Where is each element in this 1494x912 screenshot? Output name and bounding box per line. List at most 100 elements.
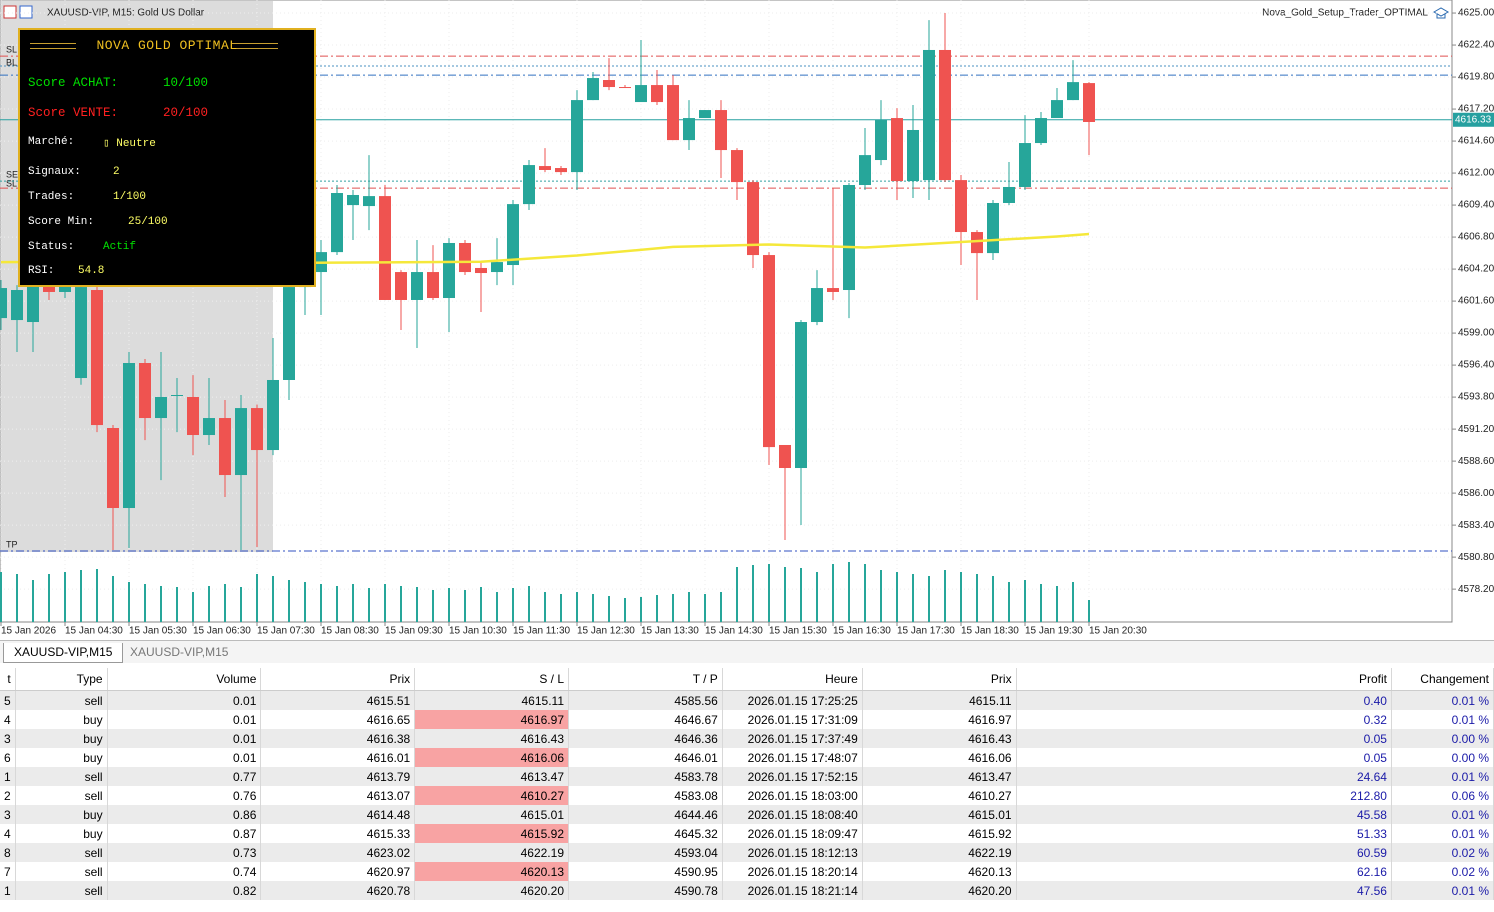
- table-row: 5 sell 0.01 4615.51 4615.11 4585.56 2026.01.15…: [0, 690, 1494, 710]
- table-cell: 212.80: [1016, 786, 1392, 805]
- y-tick-label: 4583.40: [1458, 520, 1494, 531]
- x-tick-label: 15 Jan 13:30: [641, 626, 699, 637]
- table-cell: 4613.47: [862, 767, 1017, 786]
- candle-body: [411, 272, 423, 300]
- x-tick-label: 15 Jan 2026: [1, 626, 56, 637]
- table-cell: 0.01 %: [1391, 690, 1494, 710]
- column-header: Prix: [862, 668, 1017, 691]
- table-cell: 4616.01: [260, 748, 416, 767]
- table-cell: 2026.01.15 18:09:47: [722, 824, 863, 843]
- candle-body: [331, 193, 343, 253]
- volume-bar: [592, 594, 594, 622]
- candle-body: [635, 85, 647, 103]
- panel-title: NOVA GOLD OPTIMAL: [96, 38, 238, 53]
- y-tick-label: 4596.40: [1458, 360, 1494, 371]
- candle-body: [507, 204, 519, 266]
- y-tick-label: 4617.20: [1458, 104, 1494, 115]
- column-header: Heure: [722, 668, 863, 691]
- panel-rule: [232, 43, 278, 49]
- table-cell: 4620.13: [862, 862, 1017, 881]
- table-cell: 4616.65: [260, 710, 416, 729]
- candle-body: [571, 100, 583, 173]
- candle-body: [475, 267, 487, 274]
- y-tick-label: 4601.60: [1458, 296, 1494, 307]
- panel-row: Status: Actif: [28, 241, 136, 253]
- candle-body: [539, 166, 551, 170]
- tab[interactable]: XAUUSD-VIP,M15: [3, 643, 124, 663]
- volume-bar: [656, 595, 658, 622]
- panel-value: 54.8: [78, 265, 105, 277]
- table-cell: 4623.02: [260, 843, 416, 862]
- x-tick-label: 15 Jan 07:30: [257, 626, 315, 637]
- x-tick-label: 15 Jan 16:30: [833, 626, 891, 637]
- table-cell: 0.77: [107, 767, 262, 786]
- table-cell: 4590.95: [568, 862, 723, 881]
- panel-rule: [30, 43, 76, 49]
- panel-row: Trades: 1/100: [28, 191, 146, 203]
- chart-title: XAUUSD-VIP, M15: Gold US Dollar: [47, 8, 205, 19]
- y-tick-label: 4578.20: [1458, 584, 1494, 595]
- x-tick-label: 15 Jan 19:30: [1025, 626, 1083, 637]
- table-cell: 4615.92: [862, 824, 1017, 843]
- table-cell: 2026.01.15 18:03:00: [722, 786, 863, 805]
- table-cell: 2026.01.15 18:12:13: [722, 843, 863, 862]
- column-header: t: [0, 668, 16, 691]
- candle-body: [0, 288, 7, 319]
- table-cell: 4615.33: [260, 824, 416, 843]
- candle-body: [715, 110, 727, 151]
- candle-body: [763, 255, 775, 448]
- candle-body: [1051, 100, 1063, 119]
- panel-label: RSI:: [28, 265, 55, 277]
- volume-bar: [112, 576, 114, 622]
- candle-body: [955, 180, 967, 233]
- table-cell: 4616.38: [260, 729, 416, 748]
- y-tick-label: 4588.60: [1458, 456, 1494, 467]
- candle-body: [619, 87, 631, 89]
- volume-bar: [784, 567, 786, 622]
- volume-bar: [912, 574, 914, 622]
- panel-row: Marché: ▯ Neutre: [28, 136, 156, 150]
- panel-value: 20/100: [163, 106, 209, 120]
- panel-row: Score VENTE: 20/100: [28, 106, 208, 120]
- table-cell: 4616.43: [862, 729, 1017, 748]
- tab[interactable]: XAUUSD-VIP,M15: [130, 645, 229, 659]
- table-cell: 2026.01.15 18:20:14: [722, 862, 863, 881]
- table-row: 8 sell 0.73 4623.02 4622.19 4593.04 2026.01.15…: [0, 843, 1494, 862]
- table-cell: 0.02 %: [1391, 843, 1494, 862]
- x-tick-label: 15 Jan 09:30: [385, 626, 443, 637]
- candle-body: [427, 272, 439, 299]
- panel-value: ▯ Neutre: [103, 138, 156, 150]
- x-tick-label: 15 Jan 08:30: [321, 626, 379, 637]
- volume-bar: [176, 587, 178, 622]
- candle-body: [11, 290, 23, 321]
- last-price-tag: [1453, 112, 1494, 127]
- panel-row: Signaux: 2: [28, 166, 120, 178]
- level-tag: SE: [6, 169, 18, 179]
- table-cell: 0.01 %: [1391, 881, 1494, 900]
- table-cell: 4620.13: [414, 862, 569, 881]
- candle-body: [123, 363, 135, 509]
- candle-body: [843, 185, 855, 291]
- table-cell: buy: [15, 748, 108, 767]
- panel-label: Score Min:: [28, 216, 95, 228]
- volume-bar: [496, 592, 498, 622]
- table-cell: 3: [0, 805, 16, 824]
- candle-body: [971, 232, 983, 254]
- table-row: 4 buy 0.87 4615.33 4615.92 4645.32 2026.01.15 …: [0, 824, 1494, 843]
- volume-bar: [688, 592, 690, 622]
- table-cell: 4646.01: [568, 748, 723, 767]
- table-cell: 0.01 %: [1391, 824, 1494, 843]
- volume-bar: [128, 582, 130, 622]
- table-row: 7 sell 0.74 4620.97 4620.13 4590.95 2026.01.15…: [0, 862, 1494, 881]
- candle-body: [587, 78, 599, 101]
- info-panel: NOVA GOLD OPTIMAL Score ACHAT: 10/100 Scor…: [18, 28, 316, 287]
- volume-bar: [192, 592, 194, 622]
- candle-body: [155, 396, 167, 419]
- column-header: Profit: [1016, 668, 1392, 691]
- table-cell: 4620.97: [260, 862, 416, 881]
- table-cell: 4610.27: [414, 786, 569, 805]
- candle-body: [603, 80, 615, 88]
- volume-bar: [32, 580, 34, 622]
- table-cell: 4615.01: [414, 805, 569, 824]
- volume-bar: [352, 584, 354, 622]
